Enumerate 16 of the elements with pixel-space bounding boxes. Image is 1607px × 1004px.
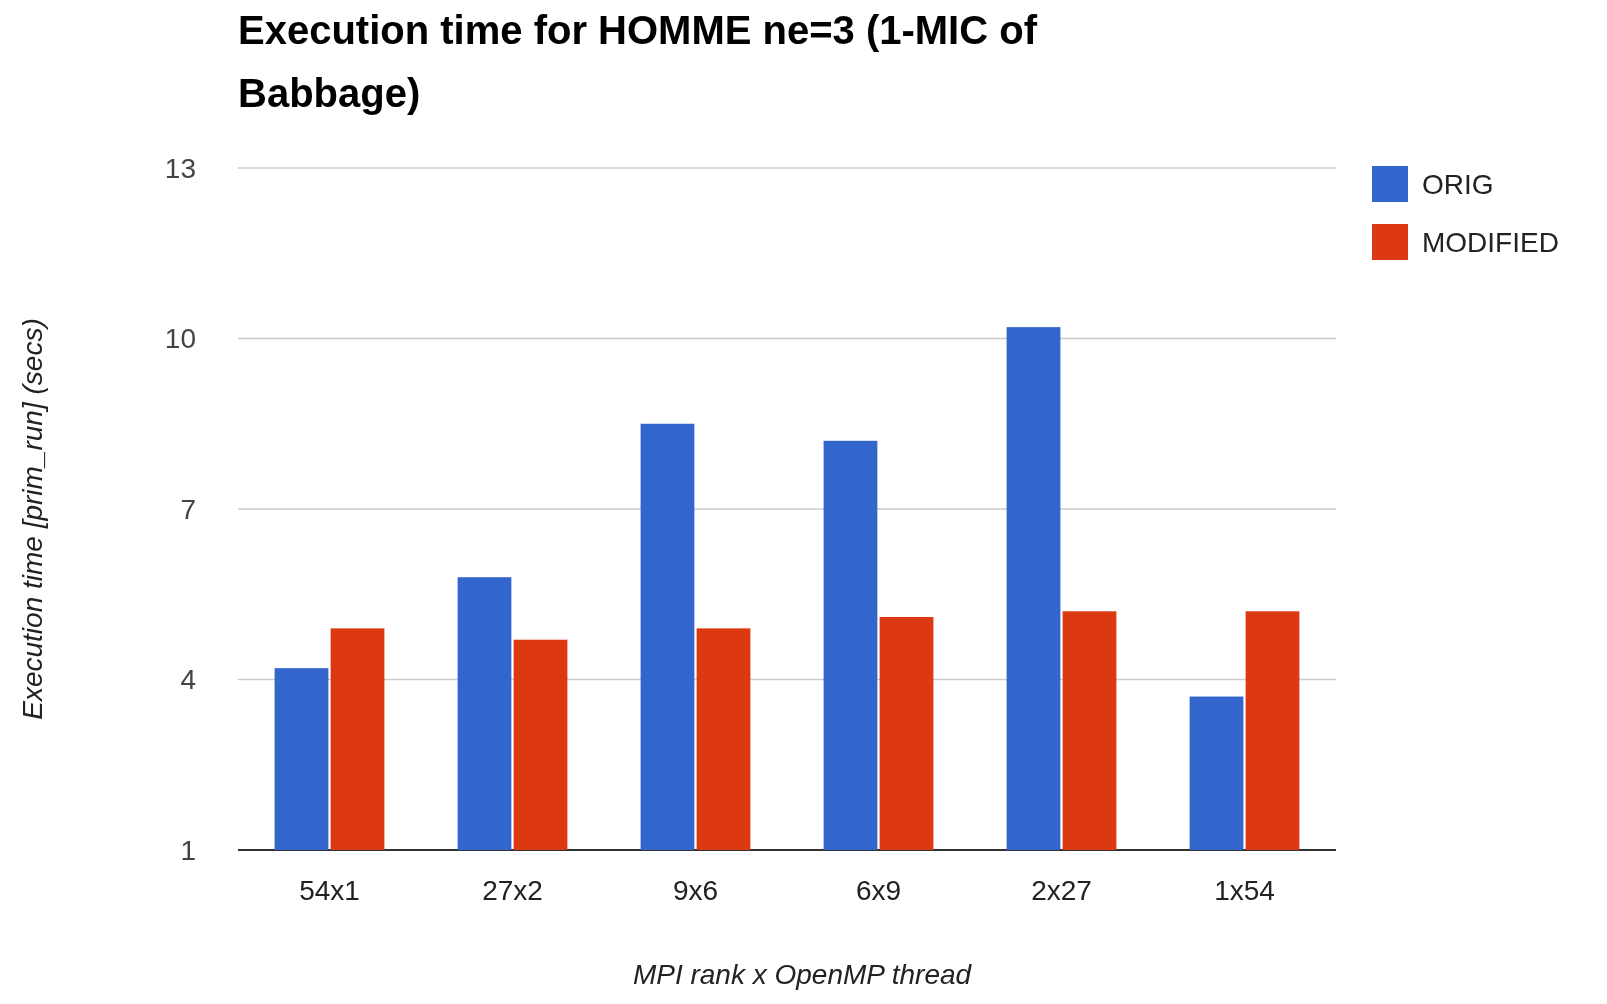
legend-label: ORIG — [1422, 168, 1494, 200]
x-tick-label: 54x1 — [299, 875, 360, 906]
y-tick-label: 4 — [180, 664, 196, 696]
legend-label: MODIFIED — [1422, 226, 1559, 258]
y-tick-label: 1 — [180, 834, 196, 866]
chart-title: Execution time for HOMME ne=3 (1-MIC of Babbage) — [238, 8, 1038, 115]
x-tick-label: 6x9 — [855, 875, 902, 906]
x-tick-label: 2x27 — [1031, 875, 1092, 906]
y-tick-label: 13 — [164, 152, 196, 184]
y-tick-label: 10 — [164, 323, 196, 355]
y-axis-title: Execution time [prim_run] (secs) — [17, 318, 48, 720]
x-tick-label: 9x6 — [672, 875, 719, 906]
x-tick-label: 1x54 — [1214, 875, 1275, 906]
x-axis-title: MPI rank x OpenMP thread — [632, 959, 973, 990]
x-tick-label: 27x2 — [482, 875, 543, 906]
y-tick-label: 7 — [180, 493, 196, 525]
